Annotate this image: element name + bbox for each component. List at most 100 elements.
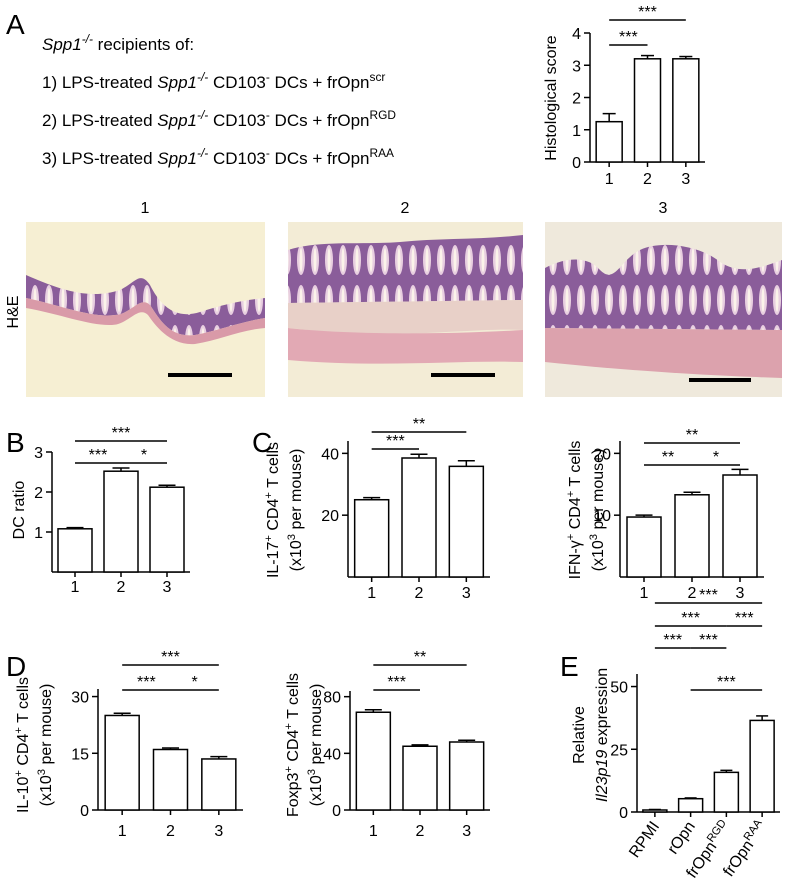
y-tick-label: 30 [71,690,89,707]
x-tick-label: 2 [415,585,424,602]
text-part: (x10 [590,540,607,571]
y-axis-label: DC ratio [11,481,28,540]
text-part: CD103 [208,111,266,130]
x-tick-label: 1 [118,823,127,840]
text-part: recipients of: [93,35,194,54]
text-part: 3 [588,534,600,540]
text-part: + [565,534,577,541]
y-axis-label: (x103 per mouse) [588,449,607,572]
x-tick-label: 1 [369,823,378,840]
y-axis-label: Il23p19 expression [594,668,611,802]
text-part: RGD [705,817,729,844]
y-tick-label: 0 [80,803,89,820]
significance-label: *** [137,674,156,691]
y-tick-label: 1 [34,525,43,542]
text-part: Relative [571,706,588,764]
panel-letter: A [6,9,25,40]
text-part: + [263,492,275,499]
bar [674,494,710,578]
y-tick-label: 10 [593,508,611,525]
histology-image [545,222,782,397]
text-part: DCs + frOpn [270,111,370,130]
significance-label: *** [717,674,736,691]
y-tick-label: 15 [71,746,89,763]
x-tick-label: 3 [736,585,745,602]
text-part: expression [594,668,611,750]
significance-label: ** [662,449,674,466]
text-part: (x10 [38,775,55,806]
text-part: -/- [82,32,93,46]
y-axis-label: Relative [571,706,588,764]
text-part: + [13,770,25,777]
text-part: rOpn [665,819,699,858]
y-tick-label: 50 [610,680,628,697]
significance-label: *** [699,632,718,649]
significance-label: *** [638,4,657,21]
y-tick-label: 1 [572,123,581,140]
text-part: -/- [197,70,208,84]
text-part: -/- [197,146,208,160]
bar [672,58,700,163]
y-axis-label: (x103 per mouse) [36,684,55,807]
chart: 0 1 2 3 4 1 2 3 Histological score ****** [543,4,705,188]
text-part: Spp1 [157,73,197,92]
image-label: 3 [659,200,668,217]
text-part: -/- [197,108,208,122]
significance-label: * [713,449,719,466]
bar [642,809,668,813]
text-part: Foxp3 [285,772,302,817]
y-tick-label: 3 [572,58,581,75]
bar [749,719,775,813]
bar [448,465,485,578]
x-tick-label: 1 [640,585,649,602]
text-part: + [283,723,295,730]
text-part: per mouse) [38,684,55,769]
x-tick-label: 1 [605,171,614,188]
panel-letter: D [6,651,26,682]
significance-label: *** [387,674,406,691]
panel-letter: E [560,651,579,682]
text-part: 1) LPS-treated [42,73,157,92]
bar [595,120,623,163]
text-part: Histological score [543,35,560,160]
text-part: - [266,146,270,160]
x-tick-label: 3 [214,823,223,840]
x-tick-label: 3 [462,585,471,602]
text-part: RPMI [626,819,663,862]
significance-label: * [192,674,198,691]
text-part: Il23p19 [594,750,611,803]
text-part: RAA [370,146,395,160]
bar [448,741,485,811]
y-tick-label: 2 [34,485,43,502]
bar [201,758,237,811]
x-tick-label: 3 [163,579,172,596]
text-part: - [266,108,270,122]
text-part: 3 [306,769,318,775]
y-axis-label: IL-10+ CD4+ T cells [13,677,32,813]
panel-letter: C [252,427,272,458]
text-part: 3 [286,534,298,540]
bar [626,516,662,578]
text-part: IFN-γ [567,540,584,579]
text-part: RGD [370,108,397,122]
text-part: + [565,491,577,498]
legend-line: 2) LPS-treated Spp1-/- CD103- DCs + frOp… [42,108,396,130]
significance-label: *** [89,447,108,464]
x-tick-label: 2 [643,171,652,188]
significance-label: *** [681,610,700,627]
significance-label: ** [686,427,698,444]
image-label: 2 [401,200,410,217]
text-part: T cells [15,677,32,727]
text-part: 2) LPS-treated [42,111,157,130]
text-part: per mouse) [590,449,607,534]
significance-label: *** [386,433,405,450]
bar [722,474,758,578]
significance-label: *** [112,425,131,442]
legend-line: 3) LPS-treated Spp1-/- CD103- DCs + frOp… [42,146,394,168]
y-tick-label: 0 [619,805,628,822]
